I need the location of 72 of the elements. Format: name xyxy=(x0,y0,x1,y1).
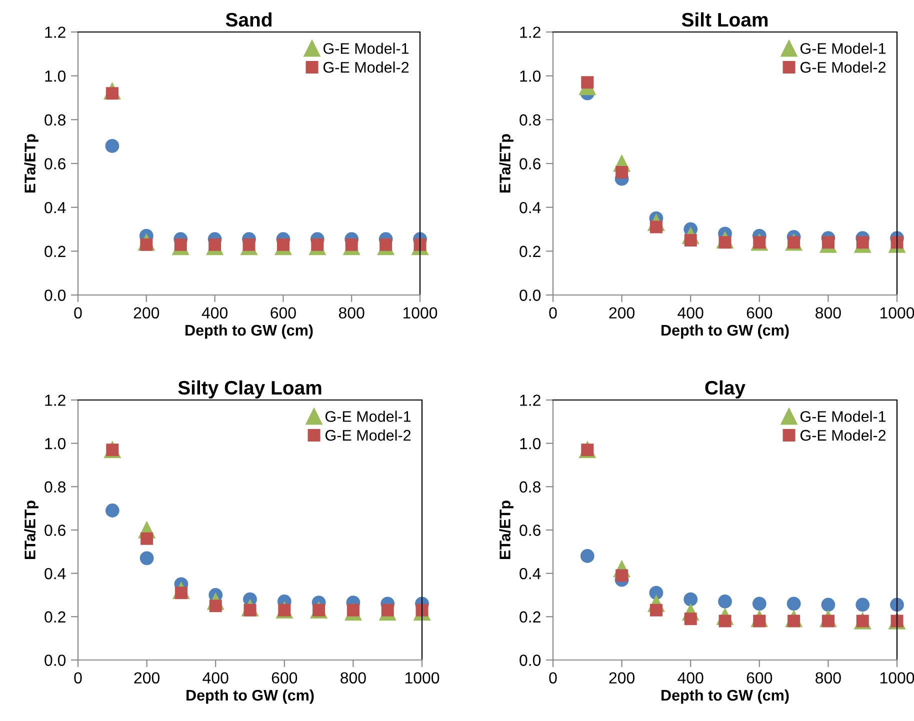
chart-title: Silt Loam xyxy=(682,12,768,27)
x-tick-label: 200 xyxy=(609,672,634,684)
y-tick-label: 0.8 xyxy=(44,481,66,493)
legend-label: G-E Model-1 xyxy=(323,42,409,54)
legend-label: G-E Model-1 xyxy=(800,42,886,54)
y-axis-title: ETa/ETp xyxy=(499,500,514,559)
y-tick-label: 0.4 xyxy=(520,568,541,580)
x-tick-label: 600 xyxy=(746,307,772,319)
x-axis-title: Depth to GW (cm) xyxy=(662,324,789,339)
y-tick-label: 0.6 xyxy=(520,524,540,536)
y-tick-label: 0.2 xyxy=(520,246,540,258)
x-tick-label: 200 xyxy=(609,307,634,319)
x-tick-label: 800 xyxy=(338,307,364,319)
chart-title: Silty Clay Loam xyxy=(178,380,322,398)
x-tick-label: 600 xyxy=(270,307,296,319)
x-axis-title: Depth to GW (cm) xyxy=(186,689,314,704)
y-tick-label: 0.8 xyxy=(520,114,540,126)
x-tick-label: 200 xyxy=(134,672,160,684)
y-tick-label: 0.6 xyxy=(44,524,66,536)
y-tick-label: 0.8 xyxy=(520,481,540,493)
chart-title: Clay xyxy=(705,380,746,398)
y-tick-label: 0.0 xyxy=(520,290,541,301)
x-tick-label: 400 xyxy=(202,672,228,684)
y-axis-title: ETa/ETp xyxy=(24,500,38,559)
x-tick-label: 800 xyxy=(340,672,366,684)
x-tick-label: 0 xyxy=(74,307,82,319)
x-tick-label: 600 xyxy=(746,672,772,684)
legend-label: G-E Model-1 xyxy=(325,410,411,422)
legend-label: G-E Model-2 xyxy=(323,62,409,73)
y-tick-label: 0.8 xyxy=(44,114,66,126)
x-tick-label: 400 xyxy=(678,307,704,319)
x-tick-label: 1000 xyxy=(880,672,914,684)
x-tick-label: 800 xyxy=(816,307,841,319)
y-tick-label: 0.4 xyxy=(44,568,66,580)
legend-label: G-E Model-2 xyxy=(325,430,411,441)
y-tick-label: 0.6 xyxy=(520,158,540,170)
y-tick-label: 0.2 xyxy=(44,246,66,258)
x-tick-label: 0 xyxy=(549,672,557,684)
y-tick-label: 1.0 xyxy=(45,438,66,450)
y-axis-title: ETa/ETp xyxy=(499,134,514,192)
x-tick-label: 1000 xyxy=(403,307,438,319)
x-tick-label: 0 xyxy=(74,672,82,684)
x-tick-label: 1000 xyxy=(405,672,440,684)
y-tick-label: 0.2 xyxy=(520,611,540,623)
x-tick-label: 800 xyxy=(816,672,841,684)
x-tick-label: 200 xyxy=(134,307,160,319)
y-tick-label: 0.4 xyxy=(520,202,541,214)
x-tick-label: 400 xyxy=(678,672,704,684)
y-tick-label: 1.0 xyxy=(520,70,541,82)
x-tick-label: 400 xyxy=(202,307,228,319)
x-tick-label: 0 xyxy=(549,307,557,319)
x-axis-title: Depth to GW (cm) xyxy=(186,324,313,339)
y-tick-label: 0.2 xyxy=(44,611,66,623)
y-tick-label: 0.6 xyxy=(44,158,66,170)
y-tick-label: 0.0 xyxy=(520,654,541,666)
y-tick-label: 0.0 xyxy=(44,290,66,301)
y-axis-title: ETa/ETp xyxy=(24,134,38,192)
legend-label: G-E Model-2 xyxy=(800,62,886,73)
y-tick-label: 1.0 xyxy=(520,438,541,450)
x-tick-label: 600 xyxy=(272,672,298,684)
legend-label: G-E Model-1 xyxy=(800,410,886,422)
chart-title: Sand xyxy=(226,12,272,27)
y-tick-label: 1.2 xyxy=(45,26,66,38)
x-axis-title: Depth to GW (cm) xyxy=(662,689,789,704)
y-tick-label: 0.0 xyxy=(44,654,66,666)
legend-label: G-E Model-2 xyxy=(800,430,886,441)
x-tick-label: 1000 xyxy=(880,307,914,319)
y-tick-label: 1.2 xyxy=(520,394,540,406)
y-tick-label: 0.4 xyxy=(44,202,66,214)
y-tick-label: 1.2 xyxy=(45,394,66,406)
y-tick-label: 1.2 xyxy=(520,26,540,38)
y-tick-label: 1.0 xyxy=(45,70,66,82)
